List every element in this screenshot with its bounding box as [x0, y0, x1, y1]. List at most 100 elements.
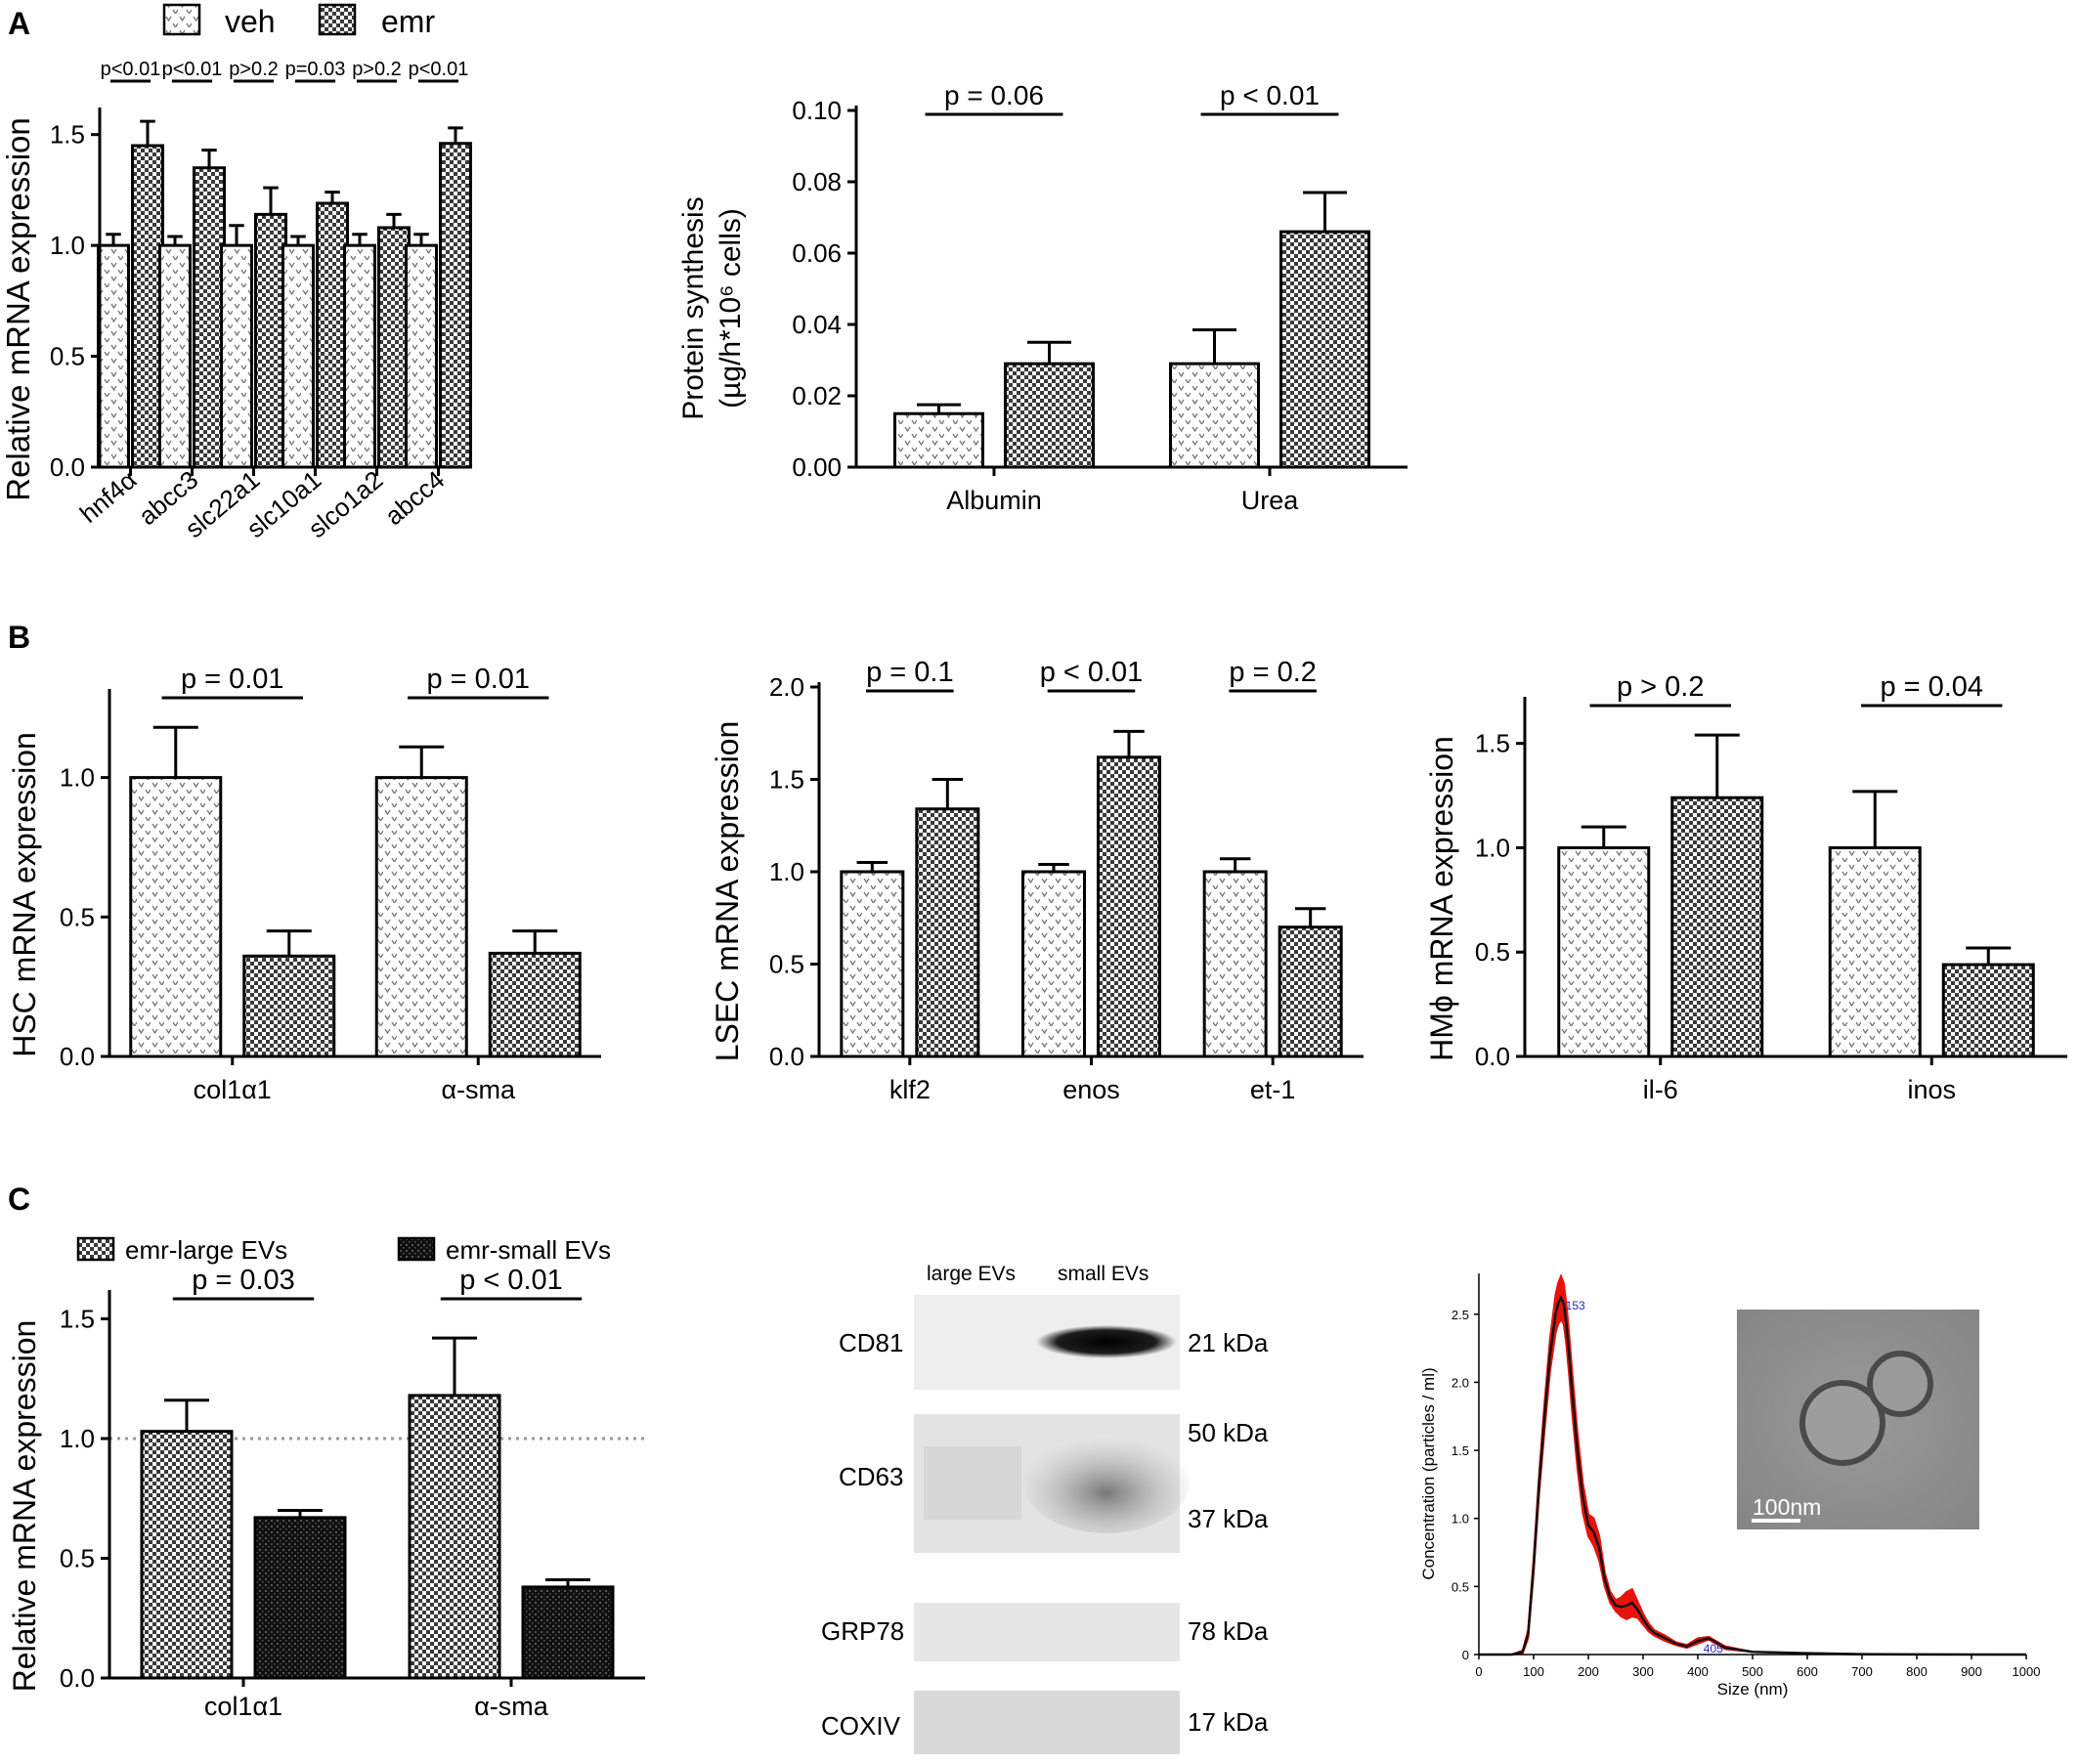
blot-protein-cd63: CD63: [839, 1462, 903, 1491]
b1-category-label-0: col1α1: [194, 1075, 272, 1104]
c1-error-1-1: [545, 1578, 590, 1587]
b1-y-tick-label-1: 0.5: [60, 902, 95, 931]
c1-bar-1-1: [521, 1585, 615, 1680]
a2-pvalue-0: p = 0.06: [944, 80, 1044, 110]
b3-category-label-0: il-6: [1643, 1075, 1678, 1104]
nta-x-tick-label-9: 900: [1961, 1664, 1982, 1679]
nta-x-tick-label-8: 800: [1906, 1664, 1928, 1679]
b2-error-1-1: [1113, 729, 1145, 757]
blot-protein-cd81: CD81: [839, 1328, 903, 1357]
b3-y-tick-label-0: 0.0: [1475, 1042, 1510, 1071]
legend-swatch-veh: [162, 3, 201, 36]
b2-category-label-0: klf2: [889, 1075, 931, 1104]
b2-bar-1-0: [915, 807, 980, 1058]
b2-pvalue-0: p = 0.1: [866, 657, 954, 688]
a2-y-tick-label-2: 0.04: [792, 310, 842, 339]
b2-error-1-2: [1294, 907, 1326, 927]
blot-marker-78: 78 kDa: [1188, 1616, 1269, 1646]
nta-mean-line: [1479, 1295, 2027, 1656]
c1-y-tick-label-0: 0.0: [60, 1663, 95, 1693]
a1-error-0-4: [352, 233, 368, 246]
legend-label-emr: emr: [381, 4, 435, 39]
nta-y-tick-label-1: 0.5: [1452, 1579, 1469, 1594]
b2-y-tick-label-4: 2.0: [769, 672, 804, 702]
c1-error-0-0: [164, 1398, 209, 1432]
c1-y-axis-title: Relative mRNA expression: [7, 1320, 42, 1693]
b1-pvalue-1: p = 0.01: [426, 664, 530, 695]
a1-bar-1-2: [254, 212, 287, 469]
b2-bar-0-0: [840, 870, 905, 1058]
a2-category-label-0: Albumin: [946, 486, 1042, 515]
a2-category-label-1: Urea: [1241, 486, 1300, 515]
a1-error-0-5: [413, 233, 429, 246]
a1-error-1-5: [448, 126, 463, 144]
a1-y-axis-title: Relative mRNA expression: [0, 117, 36, 501]
b2-category-label-2: et-1: [1250, 1075, 1296, 1104]
c1-bar-0-0: [140, 1430, 234, 1680]
nta-y-tick-label-4: 2.0: [1452, 1375, 1469, 1390]
panel-label-a: A: [8, 6, 30, 41]
a1-bar-0-1: [158, 243, 192, 469]
a1-bar-1-3: [316, 201, 349, 469]
a1-bar-1-4: [377, 226, 411, 469]
c1-y-tick-label-1: 0.5: [60, 1544, 95, 1573]
b3-bar-0-0: [1557, 845, 1651, 1058]
b1-bar-0-1: [374, 776, 468, 1058]
a1-error-0-3: [290, 235, 306, 246]
a2-bar-0-1: [1169, 362, 1260, 469]
b2-y-tick-label-1: 0.5: [769, 950, 804, 979]
a1-error-0-2: [229, 224, 244, 246]
chart-c3: 153 405 0 100 200 300 400 500 600 700 800 900 1000 0 0…: [1419, 1273, 2040, 1699]
a1-bar-0-5: [405, 243, 438, 469]
c1-category-label-0: col1α1: [204, 1692, 282, 1721]
b2-bar-1-1: [1097, 755, 1161, 1058]
b3-bar-0-1: [1828, 845, 1922, 1058]
blot-protein-coxiv: COXIV: [821, 1711, 901, 1741]
b1-y-tick-label-0: 0.0: [60, 1042, 95, 1071]
b2-y-tick-label-0: 0.0: [769, 1042, 804, 1071]
legend-label-large: emr-large EVs: [125, 1235, 287, 1265]
b2-bar-1-2: [1278, 925, 1343, 1058]
blot-marker-17: 17 kDa: [1188, 1707, 1269, 1737]
b2-error-1-0: [932, 778, 964, 809]
a1-bar-0-4: [343, 243, 376, 469]
nta-x-tick-label-10: 1000: [2013, 1664, 2041, 1679]
a2-error-1-0: [1027, 340, 1071, 365]
nta-y-tick-label-0: 0: [1462, 1648, 1469, 1662]
a1-bar-1-1: [193, 166, 226, 469]
blot-strip-coxiv: [914, 1691, 1180, 1754]
b2-y-axis-title: LSEC mRNA expression: [710, 721, 745, 1062]
c1-error-1-0: [278, 1509, 323, 1518]
nta-y-tick-label-5: 2.5: [1452, 1308, 1469, 1322]
blot-lane-small: small EVs: [1058, 1263, 1148, 1285]
b3-bar-1-0: [1670, 796, 1764, 1058]
nta-peak-label-1: 405: [1704, 1642, 1723, 1656]
a1-error-1-1: [201, 149, 217, 168]
a2-bar-0-0: [893, 411, 984, 469]
a2-error-1-1: [1303, 191, 1347, 233]
c1-category-label-1: α-sma: [474, 1692, 549, 1721]
b1-bar-1-1: [488, 951, 582, 1058]
tem-scale-label: 100nm: [1753, 1494, 1821, 1520]
a2-y-axis-title-line2: (µg/h*10⁶ cells): [715, 208, 747, 409]
chart-b3: il-6 inos p > 0.2 p = 0.04 0.0 0.5 1.0 1.5 HMϕ m…: [1424, 671, 2067, 1104]
b1-error-0-1: [399, 745, 445, 778]
blot-lane-large: large EVs: [927, 1263, 1016, 1285]
b2-error-0-0: [856, 861, 888, 872]
a1-error-1-2: [263, 186, 279, 215]
b3-category-label-1: inos: [1907, 1075, 1956, 1104]
legend-a: veh emr: [162, 3, 435, 39]
c1-y-tick-label-3: 1.5: [60, 1305, 95, 1334]
b3-error-0-1: [1852, 790, 1898, 848]
c1-bar-0-1: [408, 1394, 501, 1680]
legend-swatch-large: [76, 1236, 115, 1262]
tem-image: 100nm: [1737, 1310, 1979, 1529]
chart-b2: klf2 enos et-1 p = 0.1 p < 0.01 p = 0.2 0.0 0.5…: [710, 657, 1364, 1104]
b3-y-axis-title: HMϕ mRNA expression: [1424, 736, 1459, 1061]
b1-y-axis-title: HSC mRNA expression: [7, 732, 42, 1057]
western-blot: large EVs small EVs CD81 21 kDa CD63 50 …: [821, 1263, 1269, 1754]
b2-error-0-2: [1219, 857, 1251, 872]
b3-y-tick-label-3: 1.5: [1475, 729, 1510, 758]
c1-pvalue-1: p < 0.01: [459, 1265, 563, 1296]
b3-error-1-1: [1966, 946, 2012, 966]
